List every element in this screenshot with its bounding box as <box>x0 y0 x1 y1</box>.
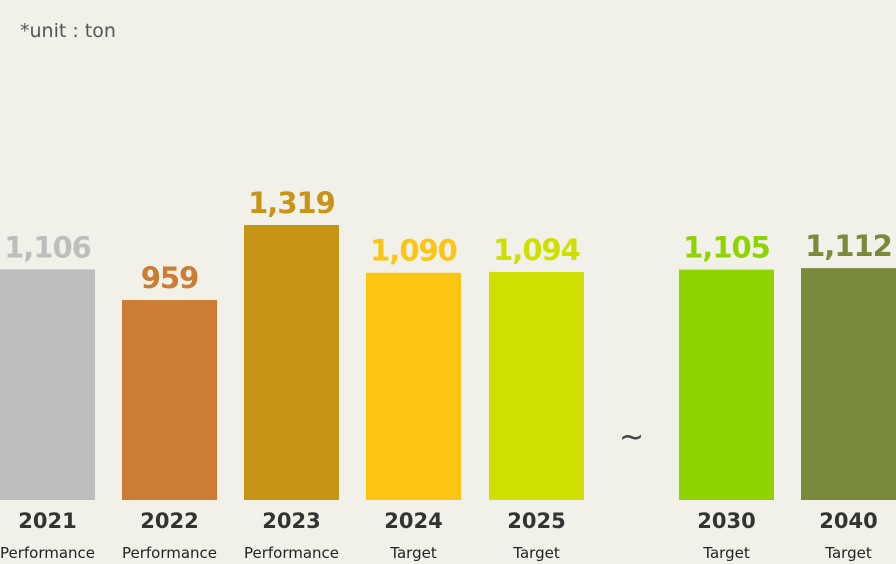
bar-2021 <box>0 269 95 500</box>
category-label-2040: 2040 <box>819 509 877 533</box>
category-label-2023: 2023 <box>262 509 320 533</box>
bar-2023 <box>244 224 339 500</box>
value-label-2021: 1,106 <box>4 230 91 264</box>
value-label-2023: 1,319 <box>248 186 335 220</box>
axis-break-mark: ~ <box>619 420 645 455</box>
category-sublabel-2025: Target <box>512 544 560 562</box>
category-sublabel-2021: Performance <box>0 544 95 562</box>
category-sublabel-2040: Target <box>824 544 872 562</box>
category-sublabel-2030: Target <box>702 544 750 562</box>
value-label-2024: 1,090 <box>370 234 457 268</box>
value-label-2022: 959 <box>141 261 199 295</box>
category-label-2024: 2024 <box>384 509 442 533</box>
category-sublabel-2024: Target <box>389 544 437 562</box>
value-label-2025: 1,094 <box>493 233 580 267</box>
bar-2022 <box>122 300 217 500</box>
bar-2024 <box>366 272 461 500</box>
category-label-2030: 2030 <box>697 509 755 533</box>
category-label-2025: 2025 <box>507 509 565 533</box>
bar-2030 <box>679 269 774 500</box>
value-label-2040: 1,112 <box>805 229 892 263</box>
bar-2025 <box>489 271 584 500</box>
bar-2040 <box>801 268 896 500</box>
category-sublabel-2022: Performance <box>122 544 217 562</box>
category-label-2022: 2022 <box>140 509 198 533</box>
value-label-2030: 1,105 <box>683 231 770 265</box>
unit-note: *unit : ton <box>20 20 116 42</box>
category-label-2021: 2021 <box>18 509 76 533</box>
category-sublabel-2023: Performance <box>244 544 339 562</box>
